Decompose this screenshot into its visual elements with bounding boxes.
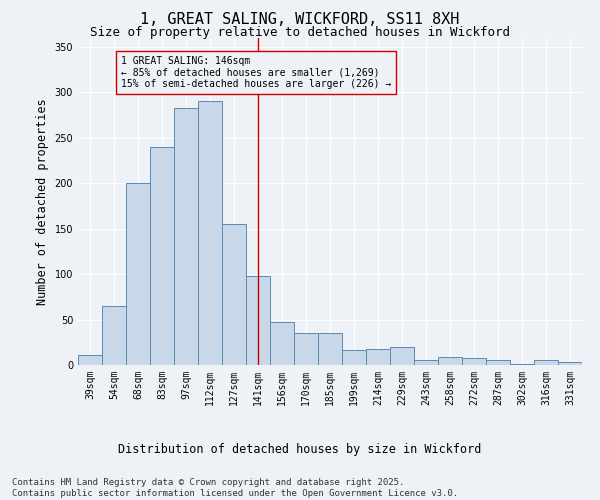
Bar [246,276,270,365]
Bar [126,183,150,365]
Text: Distribution of detached houses by size in Wickford: Distribution of detached houses by size … [118,442,482,456]
Bar [342,350,366,365]
Text: Size of property relative to detached houses in Wickford: Size of property relative to detached ho… [90,26,510,39]
Bar [414,360,438,365]
Bar [510,364,534,365]
Text: 1, GREAT SALING, WICKFORD, SS11 8XH: 1, GREAT SALING, WICKFORD, SS11 8XH [140,12,460,28]
Bar [294,333,318,365]
Bar [318,333,342,365]
Bar [102,306,126,365]
Bar [174,108,198,365]
Bar [390,347,414,365]
Bar [198,101,222,365]
Bar [486,360,510,365]
Bar [462,358,486,365]
Y-axis label: Number of detached properties: Number of detached properties [36,98,49,304]
Text: Contains HM Land Registry data © Crown copyright and database right 2025.
Contai: Contains HM Land Registry data © Crown c… [12,478,458,498]
Bar [438,357,462,365]
Text: 1 GREAT SALING: 146sqm
← 85% of detached houses are smaller (1,269)
15% of semi-: 1 GREAT SALING: 146sqm ← 85% of detached… [121,56,391,89]
Bar [270,322,294,365]
Bar [534,360,558,365]
Bar [558,362,582,365]
Bar [222,224,246,365]
Bar [150,146,174,365]
Bar [366,348,390,365]
Bar [78,355,102,365]
